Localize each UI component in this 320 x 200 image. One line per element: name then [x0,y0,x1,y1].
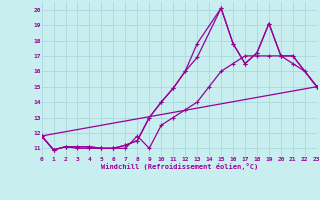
X-axis label: Windchill (Refroidissement éolien,°C): Windchill (Refroidissement éolien,°C) [100,163,258,170]
